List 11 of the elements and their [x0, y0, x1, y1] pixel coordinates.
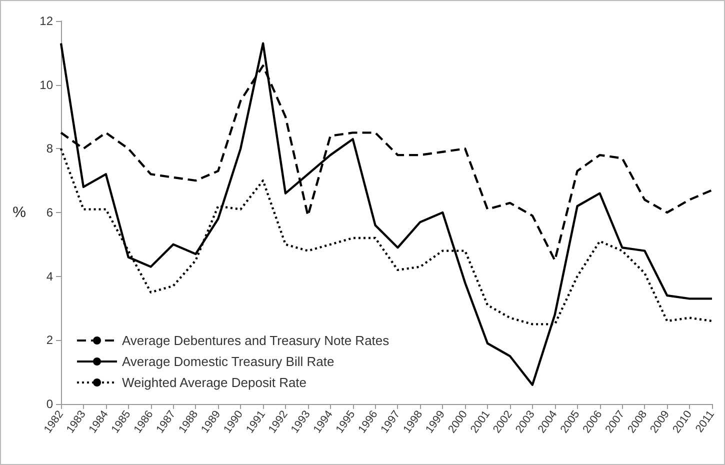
y-tick-label: 2 [46, 333, 54, 348]
y-tick-label: 4 [46, 269, 54, 284]
legend-label: Average Domestic Treasury Bill Rate [122, 354, 334, 369]
legend-label: Average Debentures and Treasury Note Rates [122, 333, 390, 348]
y-tick-label: 12 [40, 14, 54, 28]
y-axis-title: % [12, 204, 26, 221]
y-tick-label: 6 [46, 206, 54, 220]
legend-label: Weighted Average Deposit Rate [122, 375, 307, 390]
y-tick-label: 10 [40, 78, 54, 92]
y-tick-label: 8 [46, 142, 54, 156]
y-tick-label: 0 [46, 397, 54, 411]
